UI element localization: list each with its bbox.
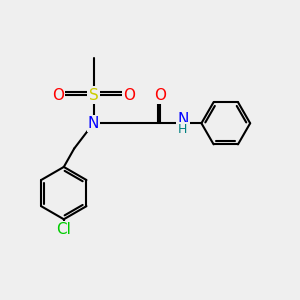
Text: N: N — [177, 112, 188, 127]
Text: H: H — [178, 123, 188, 136]
Text: O: O — [154, 88, 166, 103]
Text: O: O — [123, 88, 135, 103]
Text: Cl: Cl — [56, 222, 71, 237]
Text: S: S — [89, 88, 98, 103]
Text: O: O — [52, 88, 64, 103]
Text: N: N — [88, 116, 99, 131]
